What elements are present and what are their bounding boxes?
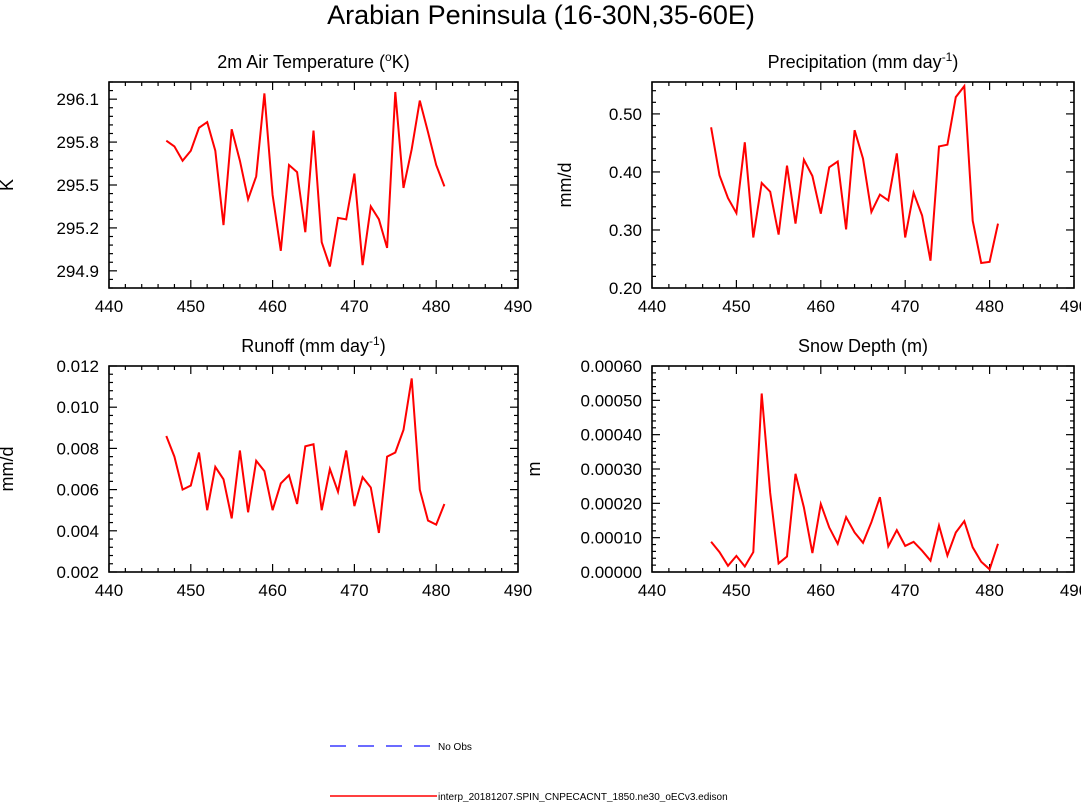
panel-1-y-tick-label: 296.1	[56, 90, 99, 109]
panel-1-y-tick-label: 294.9	[56, 262, 99, 281]
panel-4-y-tick-label: 0.00000	[581, 563, 642, 582]
panel-3-title-part: )	[380, 336, 386, 356]
panel-1-title-part: 2m Air Temperature (	[217, 52, 385, 72]
panel-4-y-tick-label: 0.00040	[581, 426, 642, 445]
panel-2-frame	[651, 81, 1075, 289]
panel-3-y-tick-label: 0.004	[56, 522, 99, 541]
panel-4-x-tick-label: 440	[638, 581, 666, 600]
panel-4-y-tick-label: 0.00030	[581, 460, 642, 479]
panel-3-x-tick-label: 490	[504, 581, 532, 600]
panel-4-x-tick-label: 490	[1060, 581, 1081, 600]
panel-3-x-tick-label: 460	[258, 581, 286, 600]
panel-3: Runoff (mm day-1) mm/d 440 450 460 470 480 490 0…	[0, 334, 532, 600]
panel-1-y-tick-label: 295.8	[56, 133, 99, 152]
panel-1-y-tick-label: 295.5	[56, 176, 99, 195]
panel-1-series-line	[165, 91, 446, 267]
panel-2-x-tick-label: 470	[891, 297, 919, 316]
panel-3-y-axis-label: mm/d	[0, 447, 17, 492]
panel-2-y-tick-label: 0.40	[609, 163, 642, 182]
panel-4-series-line	[710, 393, 999, 572]
panel-2-x-tick-label: 440	[638, 297, 666, 316]
panel-1: 2m Air Temperature (oK) K 440 450 460 470 480 4…	[0, 50, 532, 316]
panel-3-title-superscript: -1	[369, 334, 380, 348]
panel-1-x-tick-label: 460	[258, 297, 286, 316]
panel-1-x-tick-label: 480	[422, 297, 450, 316]
panel-4-x-tick-label: 480	[975, 581, 1003, 600]
panel-2-x-tick-label: 480	[975, 297, 1003, 316]
panel-4-title: Snow Depth (m)	[798, 336, 928, 356]
panel-1-title-part: K)	[392, 52, 410, 72]
figure-title: Arabian Peninsula (16-30N,35-60E)	[327, 0, 755, 30]
panel-2-y-tick-label: 0.20	[609, 279, 642, 298]
panel-3-y-tick-label: 0.012	[56, 357, 99, 376]
panel-2-y-tick-label: 0.50	[609, 105, 642, 124]
panel-2: Precipitation (mm day-1) mm/d 440 450 460 470…	[555, 50, 1081, 316]
panel-2-title-part: )	[952, 52, 958, 72]
panel-1-x-tick-label: 450	[177, 297, 205, 316]
panel-1-x-tick-label: 470	[340, 297, 368, 316]
panel-4: Snow Depth (m) m 440 450 460 470 480 490 0.00000…	[524, 336, 1081, 600]
panel-2-x-tick-label: 450	[722, 297, 750, 316]
panel-3-title-part: Runoff (mm day	[241, 336, 369, 356]
panel-4-x-tick-label: 470	[891, 581, 919, 600]
panel-1-x-tick-label: 440	[95, 297, 123, 316]
panel-1-y-axis-label: K	[0, 179, 17, 191]
panel-2-x-tick-label: 490	[1060, 297, 1081, 316]
panel-1-title-superscript: o	[385, 50, 392, 64]
panel-2-title: Precipitation (mm day-1)	[768, 50, 959, 72]
legend: No Obs interp_20181207.SPIN_CNPECACNT_18…	[330, 742, 728, 802]
panel-4-frame	[651, 365, 1075, 573]
panels: 2m Air Temperature (oK) K 440 450 460 470 480 4…	[0, 50, 1081, 600]
panel-1-y-tick-label: 295.2	[56, 219, 99, 238]
legend-no-obs-label: No Obs	[438, 742, 472, 753]
panel-3-series-line	[165, 378, 446, 534]
panel-4-y-tick-label: 0.00020	[581, 494, 642, 513]
panel-4-y-axis-label: m	[524, 462, 544, 477]
panel-3-y-tick-label: 0.002	[56, 563, 99, 582]
panel-1-title: 2m Air Temperature (oK)	[217, 50, 409, 72]
panel-4-x-tick-label: 450	[722, 581, 750, 600]
panel-3-y-tick-label: 0.006	[56, 481, 99, 500]
legend-model-label: interp_20181207.SPIN_CNPECACNT_1850.ne30…	[438, 792, 728, 802]
panel-4-x-tick-label: 460	[807, 581, 835, 600]
panel-2-y-axis-label: mm/d	[555, 163, 575, 208]
panel-3-x-tick-label: 440	[95, 581, 123, 600]
panel-2-title-superscript: -1	[942, 50, 953, 64]
panel-2-title-part: Precipitation (mm day	[768, 52, 942, 72]
panel-4-y-tick-label: 0.00060	[581, 357, 642, 376]
panel-1-x-tick-label: 490	[504, 297, 532, 316]
panel-2-x-tick-label: 460	[807, 297, 835, 316]
panel-3-title: Runoff (mm day-1)	[241, 334, 385, 356]
panel-3-y-tick-label: 0.008	[56, 439, 99, 458]
panel-3-frame	[108, 365, 519, 573]
panel-4-title-part: Snow Depth (m)	[798, 336, 928, 356]
panel-3-x-tick-label: 470	[340, 581, 368, 600]
panel-3-x-tick-label: 450	[177, 581, 205, 600]
panel-4-y-tick-label: 0.00010	[581, 529, 642, 548]
panel-2-series-line	[710, 83, 999, 265]
panel-2-y-tick-label: 0.30	[609, 221, 642, 240]
panel-1-frame	[108, 81, 519, 289]
panel-3-x-tick-label: 480	[422, 581, 450, 600]
panel-3-y-tick-label: 0.010	[56, 398, 99, 417]
panel-4-y-tick-label: 0.00050	[581, 391, 642, 410]
